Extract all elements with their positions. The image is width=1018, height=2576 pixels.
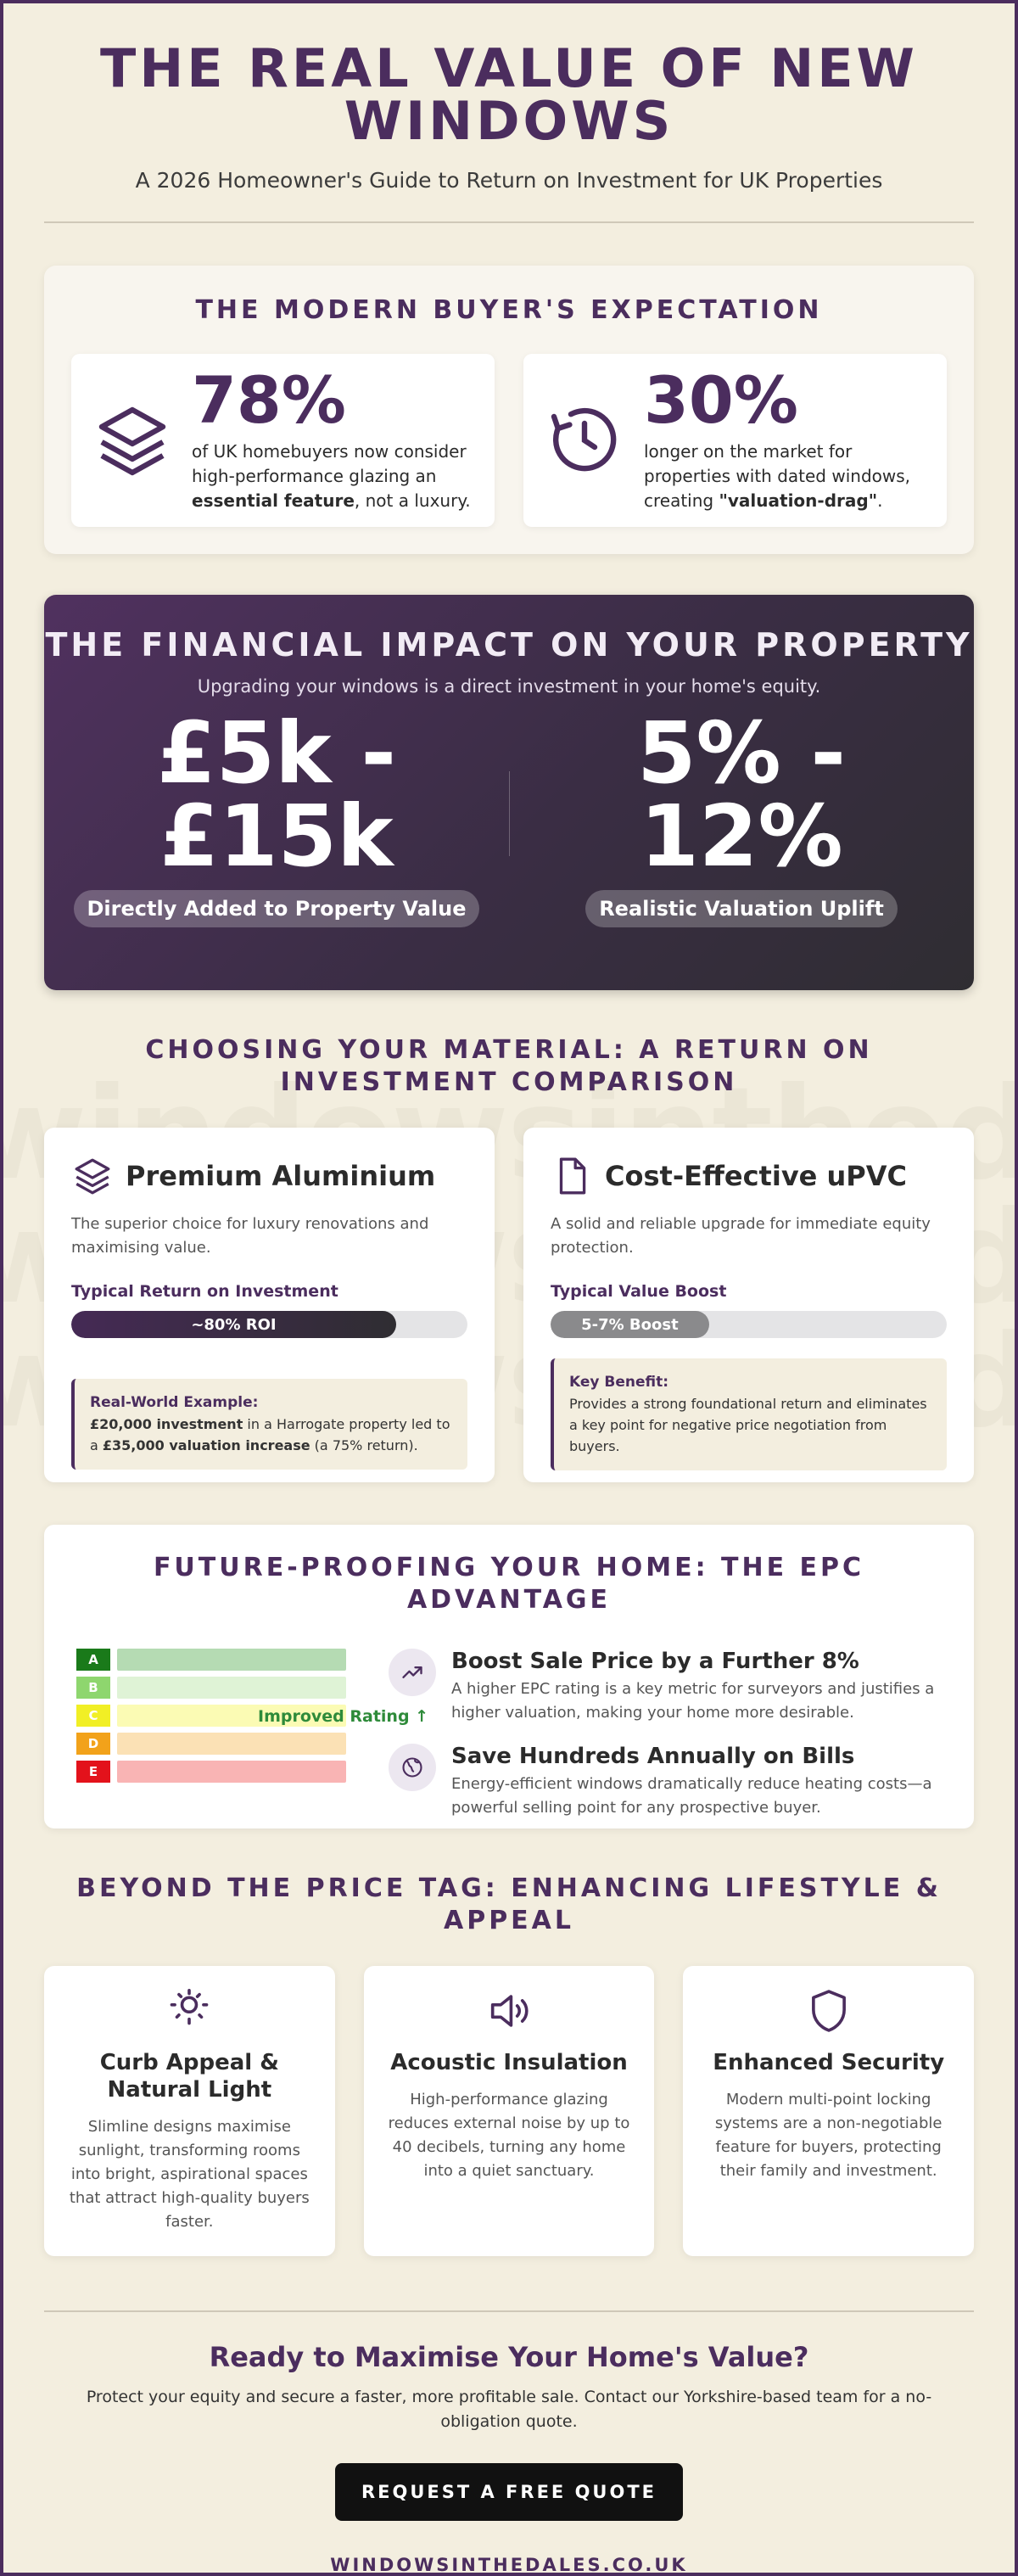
epc-letter: E (76, 1761, 110, 1783)
epc-letter: D (76, 1733, 110, 1755)
example-note: Real-World Example: £20,000 investment i… (71, 1379, 467, 1470)
epc-row-d: D (76, 1733, 385, 1755)
epc-rating-chart: A B C D E Improved Rating ↑ (71, 1649, 428, 1820)
epc-benefit: Boost Sale Price by a Further 8% A highe… (389, 1649, 947, 1725)
stat-card: 30% longer on the market for properties … (523, 354, 947, 527)
epc-section: FUTURE-PROOFING YOUR HOME: THE EPC ADVAN… (44, 1525, 974, 1828)
lifestyle-text: Slimline designs maximise sunlight, tran… (69, 2118, 310, 2231)
layers-icon (98, 406, 166, 476)
material-card-aluminium: Premium Aluminium The superior choice fo… (44, 1128, 495, 1482)
stat-value: 30% (644, 361, 798, 438)
lifestyle-heading: Curb Appeal & Natural Light (99, 2050, 279, 2103)
stat-value: £5k - £15k (157, 703, 396, 886)
sun-icon (170, 1989, 209, 2025)
layers-icon (75, 1158, 110, 1195)
material-description: The superior choice for luxury renovatio… (71, 1215, 429, 1257)
epc-bar (117, 1677, 346, 1699)
benefit-heading: Save Hundreds Annually on Bills (451, 1744, 855, 1769)
page-title: THE REAL VALUE OF NEW WINDOWS (100, 37, 918, 152)
lifestyle-heading: Enhanced Security (713, 2050, 945, 2075)
benefit-text: A higher EPC rating is a key metric for … (451, 1680, 935, 1722)
epc-letter: C (76, 1705, 110, 1727)
section-title: BEYOND THE PRICE TAG: ENHANCING LIFESTYL… (76, 1873, 942, 1935)
website-link[interactable]: WINDOWSINTHEDALES.CO.UK (330, 2555, 688, 2575)
divider (44, 221, 974, 223)
lifestyle-card: Enhanced Security Modern multi-point loc… (683, 1966, 975, 2256)
buyer-expectation-section: THE MODERN BUYER'S EXPECTATION 78% of UK… (44, 266, 974, 554)
epc-bar (117, 1649, 346, 1671)
benefit-heading: Boost Sale Price by a Further 8% (451, 1649, 859, 1674)
epc-letter: B (76, 1677, 110, 1699)
material-description: A solid and reliable upgrade for immedia… (551, 1215, 931, 1257)
speaker-icon (490, 1995, 529, 2027)
stat-label-pill: Realistic Valuation Uplift (585, 890, 898, 927)
section-title: THE MODERN BUYER'S EXPECTATION (195, 295, 823, 325)
benefit-text: Energy-efficient windows dramatically re… (451, 1775, 932, 1817)
epc-row-b: B (76, 1677, 385, 1699)
epc-bar (117, 1733, 346, 1755)
lifestyle-text: Modern multi-point locking systems are a… (714, 2091, 942, 2180)
stat-label-pill: Directly Added to Property Value (73, 890, 480, 927)
roi-bar: ~80% ROI (71, 1311, 467, 1338)
section-title: CHOOSING YOUR MATERIAL: A RETURN ON INVE… (145, 1035, 873, 1097)
lifestyle-card: Acoustic Insulation High-performance gla… (363, 1966, 655, 2256)
section-subtitle: Upgrading your windows is a direct inves… (197, 676, 821, 697)
epc-row-a: A (76, 1649, 385, 1671)
stat-value: 78% (192, 361, 346, 438)
material-card-upvc: Cost-Effective uPVC A solid and reliable… (523, 1128, 974, 1482)
stat-description: longer on the market for properties with… (644, 440, 911, 511)
valuation-uplift-stat: 5% -12% Realistic Valuation Uplift (509, 703, 974, 927)
benefit-note: Key Benefit: Provides a strong foundatio… (551, 1358, 947, 1470)
stat-description: of UK homebuyers now consider high-perfo… (192, 440, 471, 511)
cta-text: Protect your equity and secure a faster,… (86, 2388, 932, 2431)
value-added-stat: £5k - £15k Directly Added to Property Val… (44, 703, 509, 927)
epc-benefit: Save Hundreds Annually on Bills Energy-e… (389, 1744, 947, 1820)
bar-label: Typical Value Boost (551, 1282, 727, 1301)
bar-label: Typical Return on Investment (71, 1282, 338, 1301)
value-boost-bar-fill: 5-7% Boost (551, 1311, 709, 1338)
lifestyle-heading: Acoustic Insulation (390, 2050, 628, 2075)
epc-bar (117, 1761, 346, 1783)
stat-card: 78% of UK homebuyers now consider high-p… (71, 354, 495, 527)
financial-impact-section: THE FINANCIAL IMPACT ON YOUR PROPERTY Up… (44, 595, 974, 990)
value-boost-bar: 5-7% Boost (551, 1311, 947, 1338)
material-name: Cost-Effective uPVC (605, 1160, 907, 1192)
request-quote-button[interactable]: REQUEST A FREE QUOTE (335, 2463, 683, 2521)
improved-rating-label: Improved Rating ↑ (258, 1707, 429, 1726)
cta-heading: Ready to Maximise Your Home's Value? (209, 2341, 809, 2373)
roi-bar-fill: ~80% ROI (71, 1311, 396, 1338)
shield-icon (811, 1990, 846, 2032)
globe-icon (402, 1757, 422, 1778)
stat-value: 5% -12% (636, 703, 847, 886)
section-title: FUTURE-PROOFING YOUR HOME: THE EPC ADVAN… (153, 1553, 865, 1615)
lifestyle-card: Curb Appeal & Natural Light Slimline desi… (44, 1966, 335, 2256)
epc-row-e: E (76, 1761, 385, 1783)
clock-icon (551, 407, 617, 472)
page-subtitle: A 2026 Homeowner's Guide to Return on In… (135, 168, 883, 193)
lifestyle-text: High-performance glazing reduces externa… (388, 2091, 630, 2180)
column-divider (509, 771, 510, 856)
trending-up-icon (402, 1666, 422, 1678)
section-title: THE FINANCIAL IMPACT ON YOUR PROPERTY (45, 626, 973, 664)
document-icon (559, 1157, 586, 1195)
divider (44, 2310, 974, 2312)
epc-letter: A (76, 1649, 110, 1671)
material-name: Premium Aluminium (126, 1160, 436, 1192)
epc-row-c: C (76, 1705, 385, 1727)
epc-bar (117, 1705, 346, 1727)
